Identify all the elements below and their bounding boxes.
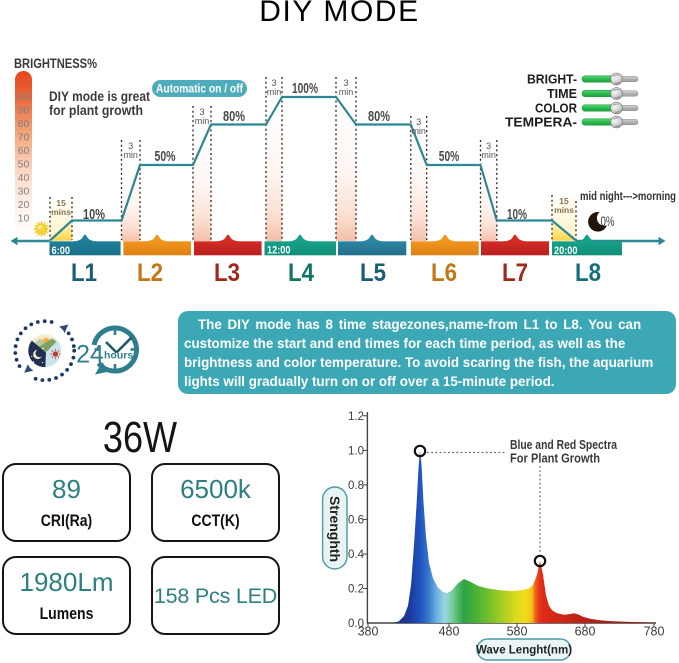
svg-text:hours: hours	[104, 350, 133, 362]
svg-text:3: 3	[486, 141, 491, 151]
svg-text:Strenghth: Strenghth	[327, 496, 343, 562]
svg-text:L4: L4	[288, 259, 314, 287]
svg-text:60: 60	[18, 145, 30, 157]
svg-text:L8: L8	[575, 259, 601, 287]
svg-text:50%: 50%	[155, 149, 176, 165]
svg-text:6:00: 6:00	[52, 245, 71, 257]
svg-text:3: 3	[199, 107, 204, 117]
svg-text:15: 15	[559, 196, 569, 206]
svg-text:100: 100	[17, 91, 31, 103]
svg-text:mid night--->morning: mid night--->morning	[580, 191, 676, 203]
svg-text:Blue and Red Spectra: Blue and Red Spectra	[510, 438, 618, 452]
svg-text:680: 680	[575, 625, 596, 639]
svg-text:Automatic on / off: Automatic on / off	[156, 82, 244, 96]
svg-text:10: 10	[18, 213, 30, 225]
svg-text:3: 3	[416, 117, 421, 127]
svg-text:780: 780	[644, 625, 665, 639]
svg-text:L3: L3	[214, 259, 240, 287]
svg-text:10%: 10%	[83, 207, 105, 223]
svg-text:480: 480	[439, 625, 460, 639]
svg-text:15: 15	[56, 198, 66, 208]
svg-text:3: 3	[343, 78, 348, 88]
svg-text:BRIGHT-: BRIGHT-	[527, 72, 577, 87]
svg-text:3: 3	[128, 141, 133, 151]
svg-text:0%: 0%	[601, 213, 615, 229]
svg-text:Wave Lenght(nm): Wave Lenght(nm)	[476, 645, 572, 657]
svg-text:TEMPERA-: TEMPERA-	[505, 115, 577, 130]
svg-text:20:00: 20:00	[554, 245, 578, 257]
svg-text:0.0: 0.0	[348, 618, 364, 630]
svg-text:L7: L7	[502, 259, 528, 287]
svg-text:20: 20	[18, 199, 30, 211]
svg-text:24: 24	[76, 341, 104, 369]
svg-text:L6: L6	[431, 259, 457, 287]
svg-text:for plant growth: for plant growth	[49, 103, 143, 118]
svg-text:100%: 100%	[292, 81, 318, 97]
svg-text:For Plant Growth: For Plant Growth	[510, 452, 600, 466]
svg-text:L1: L1	[71, 259, 97, 287]
svg-text:0.2: 0.2	[348, 584, 364, 596]
svg-text:70: 70	[18, 132, 30, 144]
svg-text:0.4: 0.4	[348, 549, 365, 561]
svg-text:0.8: 0.8	[348, 480, 364, 492]
svg-text:12:00: 12:00	[267, 245, 291, 257]
svg-text:80%: 80%	[368, 109, 390, 125]
svg-text:min: min	[481, 150, 496, 160]
svg-text:3: 3	[271, 78, 276, 88]
svg-text:1.0: 1.0	[348, 445, 364, 457]
svg-text:L5: L5	[360, 259, 386, 287]
svg-text:580: 580	[507, 625, 528, 639]
svg-text:80: 80	[18, 118, 30, 130]
svg-text:50%: 50%	[439, 149, 460, 165]
svg-text:mins: mins	[51, 207, 71, 217]
svg-text:BRIGHTNESS%: BRIGHTNESS%	[14, 56, 97, 71]
svg-text:L2: L2	[137, 259, 163, 287]
svg-text:0.6: 0.6	[348, 514, 364, 526]
svg-text:90: 90	[18, 105, 30, 117]
svg-text:COLOR: COLOR	[535, 101, 578, 116]
svg-text:min: min	[267, 87, 282, 97]
svg-text:50: 50	[18, 159, 30, 171]
svg-text:40: 40	[18, 172, 30, 184]
svg-text:min: min	[123, 150, 138, 160]
svg-text:1.2: 1.2	[348, 411, 364, 423]
svg-text:30: 30	[18, 186, 30, 198]
svg-text:mins: mins	[554, 205, 574, 215]
svg-text:380: 380	[358, 625, 379, 639]
svg-text:TIME: TIME	[547, 86, 577, 101]
svg-text:DIY mode is great: DIY mode is great	[49, 89, 150, 104]
svg-text:min: min	[195, 116, 210, 126]
svg-text:min: min	[411, 126, 426, 136]
svg-text:min: min	[339, 87, 354, 97]
svg-text:80%: 80%	[223, 109, 245, 125]
svg-text:10%: 10%	[507, 207, 527, 223]
